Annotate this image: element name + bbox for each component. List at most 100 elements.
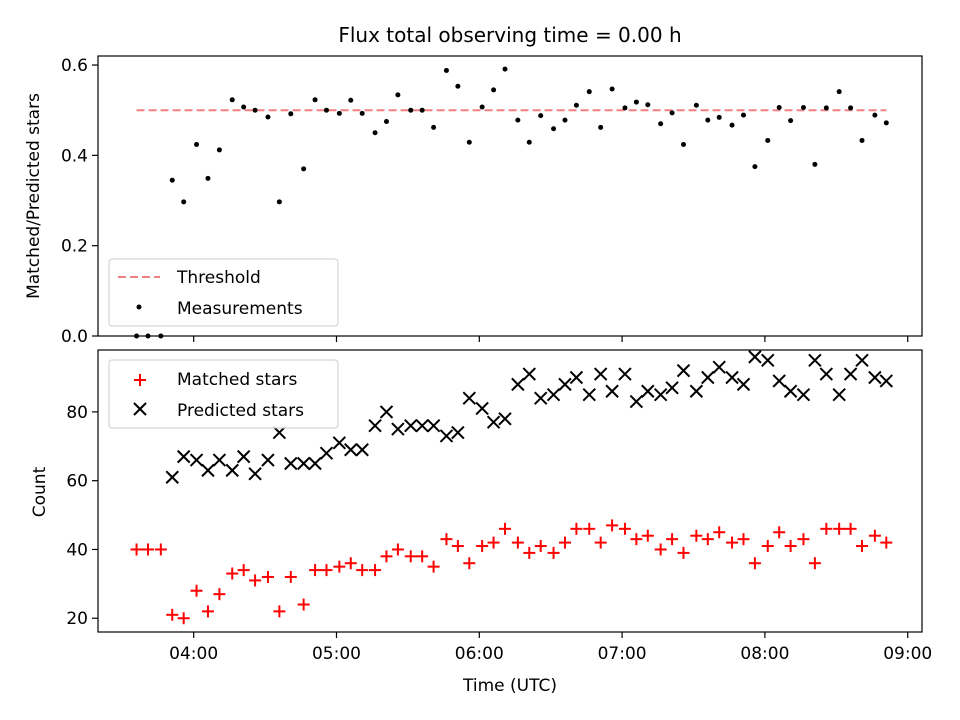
measurement-point bbox=[408, 107, 414, 113]
matched-star-point bbox=[606, 519, 619, 532]
matched-star-point bbox=[547, 546, 560, 559]
predicted-star-point bbox=[665, 381, 679, 395]
matched-star-point bbox=[391, 543, 404, 556]
matched-star-point bbox=[844, 522, 857, 535]
predicted-star-point bbox=[498, 412, 512, 426]
predicted-star-point bbox=[748, 350, 762, 364]
predicted-star-point bbox=[415, 418, 429, 433]
matched-star-point bbox=[273, 605, 286, 618]
bottom-ytick-label: 20 bbox=[66, 609, 88, 629]
measurement-point bbox=[669, 110, 675, 116]
predicted-star-point bbox=[736, 377, 751, 392]
measurement-point bbox=[455, 83, 461, 89]
measurement-point bbox=[765, 137, 771, 143]
predicted-star-point bbox=[582, 388, 596, 402]
bottom-ytick-label: 60 bbox=[66, 472, 88, 492]
matched-star-point bbox=[130, 543, 143, 556]
matched-star-point bbox=[618, 522, 631, 535]
measurement-point bbox=[479, 104, 485, 110]
measurement-point bbox=[216, 147, 222, 153]
matched-star-point bbox=[833, 522, 846, 535]
matched-star-point bbox=[677, 546, 690, 559]
predicted-star-point bbox=[355, 443, 369, 457]
xtick-label: 07:00 bbox=[598, 644, 647, 664]
matched-star-point bbox=[284, 570, 297, 583]
matched-star-point bbox=[463, 557, 476, 570]
matched-star-point bbox=[880, 536, 893, 549]
matched-star-point bbox=[237, 564, 250, 577]
xtick-label: 06:00 bbox=[455, 644, 504, 664]
matched-star-point bbox=[784, 540, 797, 553]
matched-star-point bbox=[226, 567, 239, 580]
measurement-point bbox=[586, 89, 592, 95]
measurement-point bbox=[633, 99, 639, 105]
predicted-star-point bbox=[701, 370, 715, 385]
predicted-star-point bbox=[379, 405, 394, 419]
predicted-star-point bbox=[689, 384, 704, 398]
measurement-point bbox=[323, 107, 329, 113]
matched-star-point bbox=[690, 529, 703, 542]
matched-star-point bbox=[761, 540, 774, 553]
bottom-plot-frame bbox=[97, 349, 923, 633]
predicted-star-point bbox=[593, 367, 608, 381]
measurement-point bbox=[443, 67, 449, 73]
measurement-point bbox=[645, 102, 651, 108]
measurement-point bbox=[194, 142, 200, 148]
matched-star-point bbox=[570, 522, 583, 535]
matched-star-point bbox=[344, 557, 357, 570]
measurement-point bbox=[551, 126, 557, 132]
predicted-star-point bbox=[165, 470, 179, 484]
predicted-star-point bbox=[439, 429, 454, 443]
measurement-point bbox=[800, 104, 806, 110]
predicted-star-point bbox=[641, 384, 655, 398]
matched-star-point bbox=[190, 584, 203, 597]
predicted-star-point bbox=[546, 388, 561, 402]
measurement-point bbox=[252, 107, 258, 113]
legend-matched-label: Matched stars bbox=[177, 370, 297, 390]
predicted-star-point bbox=[189, 453, 204, 467]
matched-star-point bbox=[440, 533, 453, 546]
predicted-star-point bbox=[855, 353, 869, 368]
predicted-star-point bbox=[569, 370, 584, 385]
bottom-legend: Matched stars Predicted stars bbox=[108, 359, 339, 429]
measurement-point bbox=[312, 97, 318, 103]
measurement-point bbox=[348, 97, 354, 103]
predicted-star-point bbox=[261, 453, 275, 467]
predicted-star-point bbox=[879, 374, 894, 388]
legend-measurements-swatch bbox=[136, 304, 142, 310]
measurement-point bbox=[181, 199, 187, 205]
matched-star-point bbox=[499, 522, 512, 535]
predicted-star-point bbox=[761, 353, 775, 368]
matched-star-point bbox=[797, 533, 810, 546]
matched-star-point bbox=[583, 522, 596, 535]
matched-star-point bbox=[820, 522, 833, 535]
matched-star-point bbox=[476, 540, 489, 553]
top-ytick-label: 0.0 bbox=[61, 327, 88, 347]
measurement-point bbox=[776, 104, 782, 110]
matched-star-point bbox=[333, 560, 346, 573]
measurement-point bbox=[848, 105, 854, 111]
bottom-ytick-label: 40 bbox=[66, 540, 88, 560]
predicted-star-point bbox=[296, 456, 311, 471]
predicted-star-point bbox=[712, 360, 726, 374]
matched-star-point bbox=[856, 540, 869, 553]
measurement-point bbox=[609, 86, 615, 92]
predicted-star-point bbox=[284, 456, 298, 471]
predicted-star-point bbox=[368, 418, 382, 433]
predicted-star-point bbox=[308, 456, 322, 471]
matched-star-point bbox=[166, 608, 179, 621]
predicted-star-point bbox=[462, 391, 477, 405]
matched-star-point bbox=[201, 605, 214, 618]
matched-star-point bbox=[654, 543, 667, 556]
measurement-point bbox=[823, 105, 829, 111]
top-panel: 0.0 0.2 0.4 0.6 Matched/Predicted stars Thr… bbox=[24, 55, 923, 347]
matched-star-point bbox=[594, 536, 607, 549]
measurement-point bbox=[515, 117, 521, 123]
measurement-point bbox=[169, 177, 175, 183]
measurement-point bbox=[716, 114, 722, 120]
legend-matched-swatch bbox=[134, 374, 146, 386]
measurement-point bbox=[372, 130, 378, 136]
measurement-point bbox=[883, 120, 889, 126]
measurement-point bbox=[681, 142, 687, 148]
predicted-star-point bbox=[533, 391, 548, 405]
